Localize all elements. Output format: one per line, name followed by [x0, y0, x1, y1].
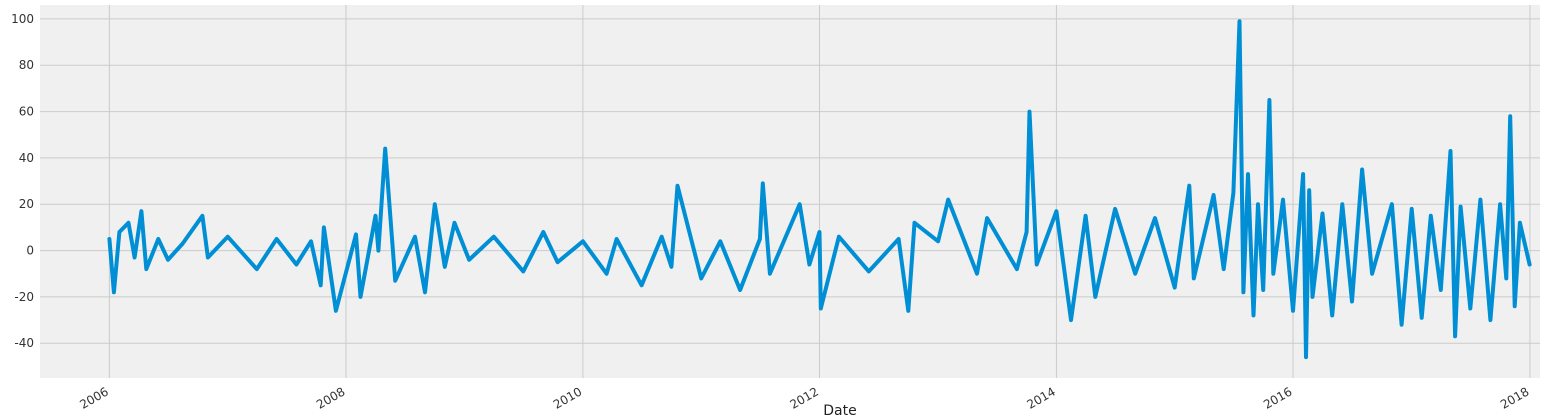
y-tick-label: 20: [19, 197, 34, 211]
y-tick-label: 80: [19, 58, 34, 72]
y-tick-label: 60: [19, 105, 34, 119]
grid-lines: [40, 5, 1540, 378]
x-tick-label: 2008: [314, 384, 347, 411]
y-tick-label: 100: [11, 12, 34, 26]
x-tick-label: 2010: [551, 384, 584, 411]
plot-area: [40, 5, 1540, 378]
x-tick-label: 2016: [1261, 384, 1294, 411]
x-axis-title: Date: [823, 403, 856, 418]
x-axis: 2006 2008 2010 2012 2014 2016 2018: [77, 384, 1531, 411]
y-tick-label: 0: [26, 244, 34, 258]
series-line: [107, 19, 1532, 360]
y-axis: -40 -20 0 20 40 60 80 100: [11, 12, 34, 350]
x-tick-label: 2018: [1498, 384, 1531, 411]
y-tick-label: -20: [14, 290, 34, 304]
series-layer: [107, 19, 1532, 360]
y-tick-label: 40: [19, 151, 34, 165]
y-tick-label: -40: [14, 336, 34, 350]
x-tick-label: 2006: [77, 384, 110, 411]
x-tick-label: 2014: [1024, 384, 1057, 411]
x-tick-label: 2012: [788, 384, 821, 411]
